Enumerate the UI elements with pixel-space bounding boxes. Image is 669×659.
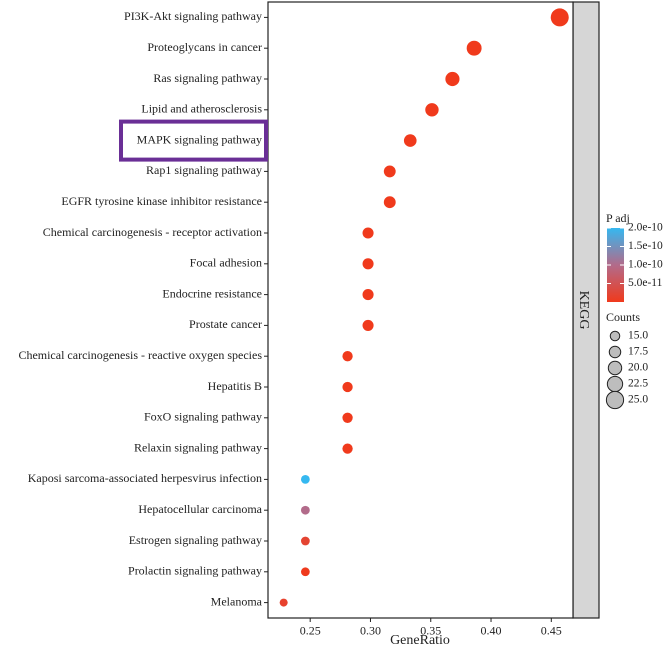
x-axis-title: GeneRatio <box>390 633 450 648</box>
data-point <box>279 598 288 607</box>
data-point <box>383 196 396 209</box>
category-label: Kaposi sarcoma-associated herpesvirus in… <box>28 471 262 485</box>
size-legend-key <box>608 345 622 359</box>
y-axis-labels: PI3K-Akt signaling pathway Proteoglycans … <box>18 9 262 608</box>
p-adj-legend: P adj 2.0e-10 1.5e-10 1.0e-10 5.0e-11 <box>606 211 663 302</box>
data-point <box>342 443 353 454</box>
facet-strip <box>572 1 600 619</box>
size-legend-label: 17.5 <box>628 346 648 358</box>
data-point <box>550 8 569 27</box>
data-point <box>425 103 439 117</box>
x-tick-label: 0.35 <box>420 624 441 638</box>
data-point <box>300 475 310 484</box>
category-label: Prostate cancer <box>189 317 262 331</box>
data-point <box>362 258 374 270</box>
category-label: Rap1 signaling pathway <box>146 163 262 177</box>
data-point <box>383 165 396 178</box>
data-point <box>466 40 482 56</box>
category-label: Lipid and atherosclerosis <box>141 102 262 116</box>
data-point <box>403 134 417 147</box>
data-point <box>342 412 353 423</box>
p-adj-colorbar <box>607 228 624 302</box>
category-label: Chemical carcinogenesis - receptor activ… <box>43 225 262 239</box>
facet-label: KEGG <box>576 291 591 330</box>
data-point <box>362 319 374 331</box>
data-point <box>300 567 310 577</box>
colorbar-label: 2.0e-10 <box>628 222 663 234</box>
data-points <box>279 8 569 607</box>
colorbar-label: 1.0e-10 <box>628 259 663 271</box>
size-legend-key <box>605 390 625 410</box>
size-legend-label: 15.0 <box>628 330 648 342</box>
category-label: Hepatocellular carcinoma <box>138 502 262 516</box>
y-axis-ticks <box>264 16 268 604</box>
counts-legend: Counts 15.0 17.5 20.0 22.5 25.0 <box>605 310 648 410</box>
data-point <box>445 71 460 87</box>
data-point <box>342 381 353 393</box>
category-label: Relaxin signaling pathway <box>134 440 262 454</box>
x-tick-label: 0.25 <box>300 624 321 638</box>
colorbar-label: 1.5e-10 <box>628 240 663 252</box>
size-legend-key <box>609 330 621 342</box>
p-adj-legend-title: P adj <box>606 211 630 225</box>
plot-panel <box>267 1 574 619</box>
category-label: FoxO signaling pathway <box>144 410 262 424</box>
category-label: Ras signaling pathway <box>153 71 262 85</box>
category-label: MAPK signaling pathway <box>137 132 262 146</box>
category-label: Endocrine resistance <box>162 286 262 300</box>
x-tick-label: 0.45 <box>541 624 562 638</box>
category-label: Hepatitis B <box>208 379 262 393</box>
x-tick-label: 0.30 <box>360 624 381 638</box>
category-label: EGFR tyrosine kinase inhibitor resistanc… <box>61 194 262 208</box>
data-point <box>362 227 374 239</box>
category-label: Focal adhesion <box>190 256 262 270</box>
category-label: Melanoma <box>211 594 263 608</box>
size-legend-key <box>606 375 624 393</box>
data-point <box>300 536 310 546</box>
x-axis: 0.25 0.30 0.35 0.40 0.45 <box>300 618 562 638</box>
colorbar-label: 5.0e-11 <box>628 277 663 289</box>
data-point <box>362 289 374 301</box>
category-label: Chemical carcinogenesis - reactive oxyge… <box>18 348 262 362</box>
size-legend-key <box>607 360 623 376</box>
category-label: Prolactin signaling pathway <box>128 564 262 578</box>
category-label: PI3K-Akt signaling pathway <box>124 9 262 23</box>
x-tick-label: 0.40 <box>481 624 502 638</box>
data-point <box>342 351 353 362</box>
highlight-box <box>119 119 268 162</box>
data-point <box>300 505 310 515</box>
category-label: Estrogen signaling pathway <box>129 533 262 547</box>
size-legend-label: 25.0 <box>628 394 648 406</box>
size-legend-label: 20.0 <box>628 362 648 374</box>
counts-legend-title: Counts <box>606 310 640 324</box>
size-legend-label: 22.5 <box>628 378 648 390</box>
category-label: Proteoglycans in cancer <box>147 40 262 54</box>
